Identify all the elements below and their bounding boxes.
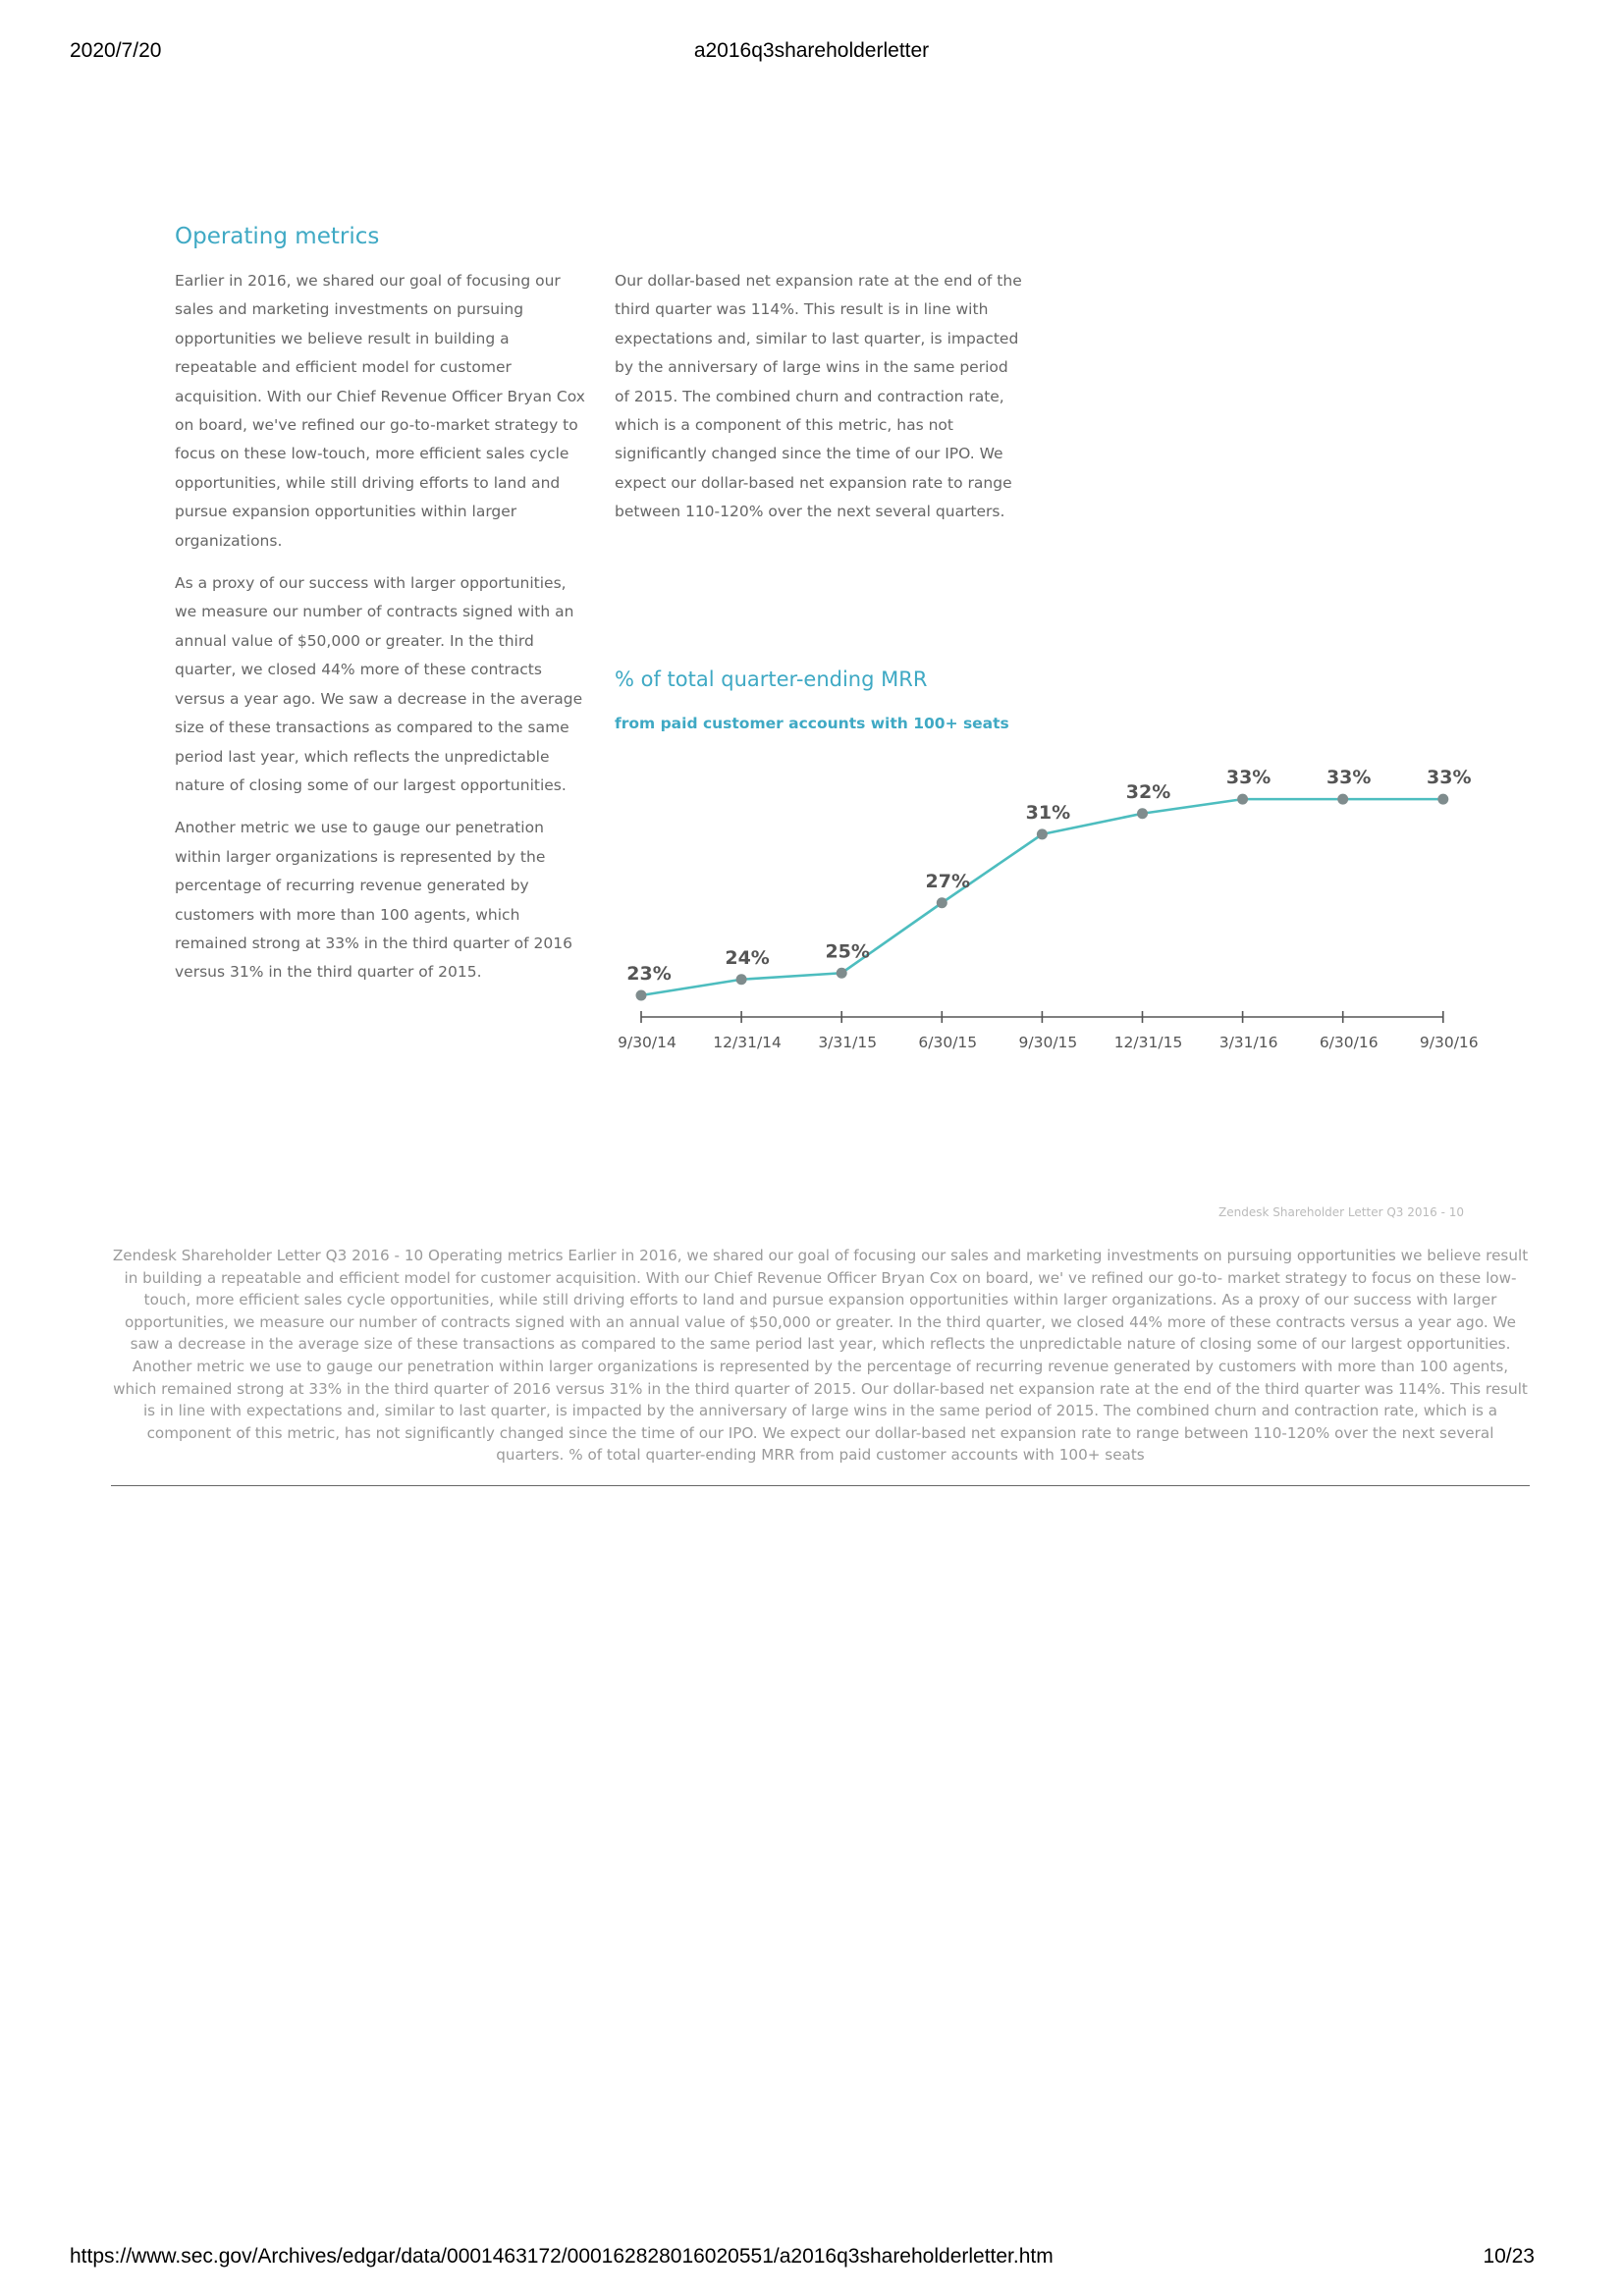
x-tick-label: 12/31/15 bbox=[1114, 1034, 1183, 1051]
paragraph: As a proxy of our success with larger op… bbox=[175, 574, 583, 794]
data-point bbox=[1137, 808, 1148, 820]
chart-title: % of total quarter-ending MRR bbox=[615, 667, 928, 691]
page-caption: Zendesk Shareholder Letter Q3 2016 - 10 bbox=[1218, 1205, 1464, 1219]
data-label: 33% bbox=[1427, 767, 1471, 788]
mrr-line-chart: 23% 24% 25% 27% 31% 32% 33% 33% 33% 9/30/14 12/31… bbox=[618, 767, 1479, 1051]
page-number: 10/23 bbox=[1483, 2245, 1535, 2268]
data-point bbox=[936, 897, 947, 909]
chart-subtitle: from paid customer accounts with 100+ se… bbox=[615, 715, 1009, 732]
document-title: a2016q3shareholderletter bbox=[693, 39, 930, 62]
divider bbox=[111, 1485, 1530, 1486]
data-label: 23% bbox=[626, 963, 671, 985]
x-tick-label: 12/31/14 bbox=[713, 1034, 782, 1051]
x-tick-label: 6/30/15 bbox=[918, 1034, 977, 1051]
x-tick-label: 3/31/16 bbox=[1219, 1034, 1278, 1051]
data-label: 33% bbox=[1226, 767, 1271, 788]
x-tick-label: 9/30/15 bbox=[1019, 1034, 1078, 1051]
data-label: 27% bbox=[926, 871, 970, 892]
right-column: Our dollar-based net expansion rate at t… bbox=[615, 267, 1027, 541]
x-tick-label: 6/30/16 bbox=[1320, 1034, 1379, 1051]
x-tick-label: 9/30/16 bbox=[1420, 1034, 1479, 1051]
browser-print-header: 2020/7/20 a2016q3shareholderletter bbox=[0, 39, 1623, 69]
data-label: 32% bbox=[1126, 781, 1170, 803]
data-labels: 23% 24% 25% 27% 31% 32% 33% 33% 33% bbox=[626, 767, 1471, 985]
source-url: https://www.sec.gov/Archives/edgar/data/… bbox=[70, 2245, 1054, 2268]
data-label: 31% bbox=[1026, 802, 1070, 824]
data-point bbox=[735, 974, 747, 986]
data-point bbox=[635, 989, 647, 1001]
data-label: 33% bbox=[1326, 767, 1371, 788]
paragraph: Earlier in 2016, we shared our goal of f… bbox=[175, 272, 585, 550]
paragraph: Another metric we use to gauge our penet… bbox=[175, 819, 572, 982]
data-label: 24% bbox=[725, 947, 769, 969]
data-point bbox=[1237, 793, 1249, 805]
data-point bbox=[836, 967, 847, 979]
print-date: 2020/7/20 bbox=[70, 39, 162, 62]
tick-labels: 9/30/14 12/31/14 3/31/15 6/30/15 9/30/15 12/3… bbox=[618, 1034, 1479, 1051]
data-point bbox=[1036, 828, 1048, 840]
x-tick-label: 9/30/14 bbox=[618, 1034, 676, 1051]
extracted-text-block: Zendesk Shareholder Letter Q3 2016 - 10 … bbox=[112, 1247, 1529, 1465]
left-column: Earlier in 2016, we shared our goal of f… bbox=[175, 267, 587, 1001]
x-axis bbox=[640, 1011, 1444, 1023]
data-points bbox=[635, 793, 1449, 1001]
paragraph: Our dollar-based net expansion rate at t… bbox=[615, 272, 1022, 521]
x-tick-label: 3/31/15 bbox=[818, 1034, 877, 1051]
data-point bbox=[1337, 793, 1349, 805]
section-title: Operating metrics bbox=[175, 224, 380, 249]
data-label: 25% bbox=[825, 940, 869, 962]
data-point bbox=[1437, 793, 1449, 805]
browser-print-footer: https://www.sec.gov/Archives/edgar/data/… bbox=[0, 2245, 1623, 2274]
